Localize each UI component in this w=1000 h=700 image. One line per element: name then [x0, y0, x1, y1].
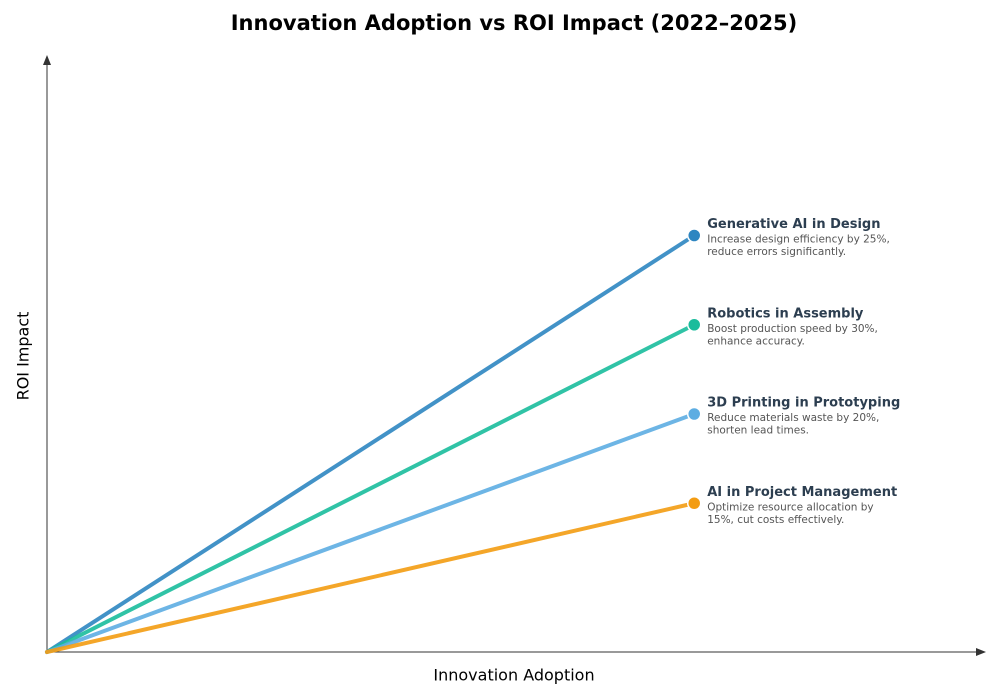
chart-title: Innovation Adoption vs ROI Impact (2022–… — [231, 11, 798, 35]
series-description: reduce errors significantly. — [707, 246, 846, 258]
series-description: Boost production speed by 30%, — [707, 323, 878, 335]
end-marker — [686, 228, 702, 243]
series-name: Generative AI in Design — [707, 217, 880, 232]
series-line — [45, 412, 697, 654]
series-name: 3D Printing in Prototyping — [707, 396, 900, 411]
series-line — [45, 322, 697, 654]
series-description: shorten lead times. — [707, 425, 809, 437]
series-description: enhance accuracy. — [707, 335, 805, 347]
x-axis-label: Innovation Adoption — [433, 666, 594, 685]
end-marker — [686, 496, 702, 511]
x-axis-arrow — [976, 648, 986, 656]
series-line — [45, 501, 697, 654]
series-description: Increase design efficiency by 25%, — [707, 234, 890, 246]
series-description: Optimize resource allocation by — [707, 501, 873, 513]
series-description: Reduce materials waste by 20%, — [707, 412, 879, 424]
series-name: AI in Project Management — [707, 485, 897, 500]
series-name: Robotics in Assembly — [707, 306, 864, 321]
end-marker — [686, 317, 702, 332]
series-description: 15%, cut costs effectively. — [707, 514, 844, 526]
series-line — [45, 233, 697, 654]
y-axis-arrow — [43, 55, 51, 65]
y-axis-label: ROI Impact — [14, 312, 33, 401]
end-marker — [686, 406, 702, 422]
